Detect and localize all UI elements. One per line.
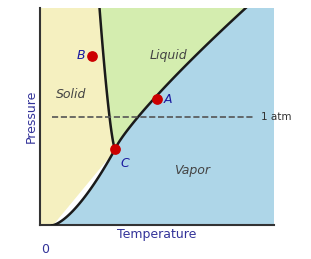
- Y-axis label: Pressure: Pressure: [25, 90, 38, 143]
- Text: 1 atm: 1 atm: [261, 112, 291, 121]
- Text: $\mathbf{\mathit{B}}$: $\mathbf{\mathit{B}}$: [76, 49, 86, 62]
- Text: $\mathbf{\mathit{C}}$: $\mathbf{\mathit{C}}$: [120, 157, 130, 170]
- Point: [155, 97, 160, 101]
- Text: Liquid: Liquid: [150, 49, 188, 62]
- X-axis label: Temperature: Temperature: [117, 228, 197, 241]
- Polygon shape: [40, 8, 115, 225]
- Text: 0: 0: [41, 243, 49, 256]
- Polygon shape: [40, 0, 274, 225]
- Text: $\mathbf{\mathit{A}}$: $\mathbf{\mathit{A}}$: [163, 93, 173, 106]
- Point: [89, 54, 94, 58]
- Text: Solid: Solid: [56, 88, 86, 101]
- Polygon shape: [100, 0, 274, 149]
- Text: Vapor: Vapor: [174, 164, 210, 177]
- Point: [113, 147, 118, 151]
